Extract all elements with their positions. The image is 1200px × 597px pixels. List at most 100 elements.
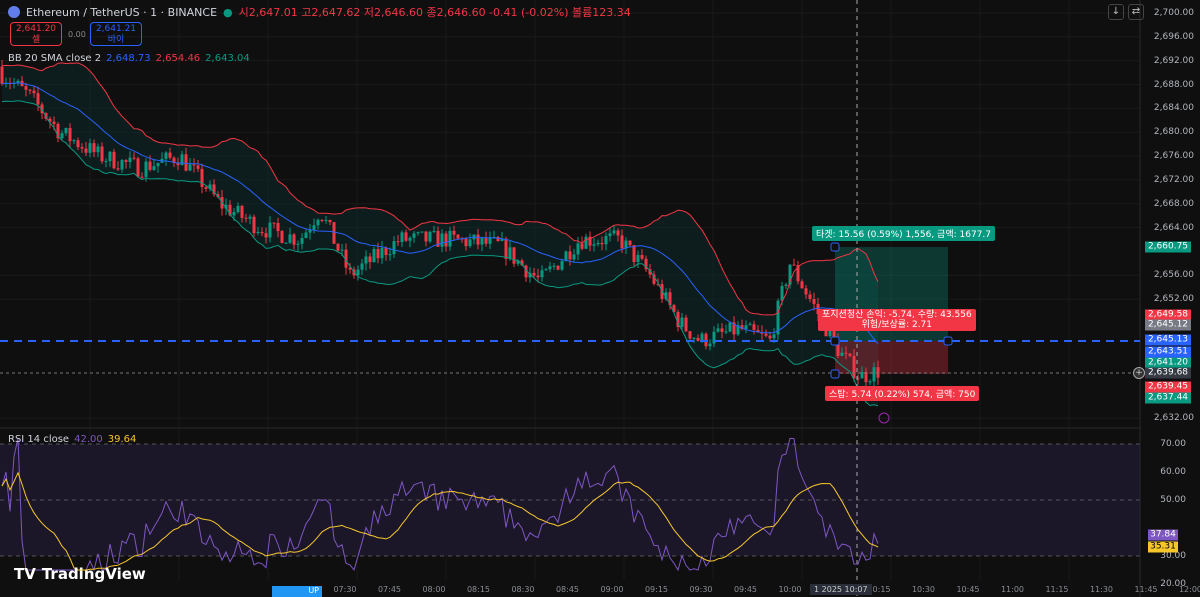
candle-body	[248, 216, 252, 219]
rsi-axis-label: 30.00	[1160, 551, 1186, 561]
candle-body	[196, 165, 200, 169]
position-handle	[830, 336, 840, 346]
add-alert-icon[interactable]: +	[1133, 367, 1145, 379]
candle-body	[864, 371, 868, 383]
candle-body	[152, 166, 156, 170]
pnl-line-1: 포지션청산 손익: -5.74, 수량: 43.556	[822, 310, 972, 320]
candle-body	[96, 146, 100, 153]
candle-body	[860, 371, 864, 379]
candle-body	[568, 251, 572, 260]
candle-body	[176, 163, 180, 166]
candle-body	[224, 204, 228, 209]
candle-body	[128, 157, 132, 163]
candle-body	[476, 234, 480, 245]
scroll-down-button[interactable]: ↓	[1108, 4, 1124, 20]
price-axis-label: 2,652.00	[1153, 294, 1194, 305]
candle-body	[628, 240, 632, 246]
candle-body	[580, 243, 584, 249]
candle-body	[304, 232, 308, 238]
candle-body	[736, 325, 740, 335]
candle-body	[536, 275, 540, 278]
candle-body	[636, 254, 640, 262]
candle-body	[320, 219, 324, 221]
candle-body	[188, 164, 192, 171]
candle-body	[700, 333, 704, 341]
candle-body	[236, 205, 240, 213]
candle-body	[392, 241, 396, 255]
candle-body	[716, 328, 720, 332]
candle-body	[620, 235, 624, 249]
candle-body	[324, 219, 328, 221]
bb-lower: 2,643.04	[205, 53, 250, 64]
rsi-axis-label: 60.00	[1160, 467, 1186, 477]
candle-body	[500, 238, 504, 242]
candle-body	[772, 334, 776, 339]
symbol-title[interactable]: Ethereum / TetherUS · 1 · BINANCE	[26, 5, 218, 19]
candle-body	[200, 168, 204, 188]
price-axis-label: 2,668.00	[1153, 198, 1194, 209]
uplink-badge[interactable]: UP	[272, 586, 322, 597]
candle-body	[672, 305, 676, 313]
candle-body	[696, 337, 700, 341]
price-axis-label: 2,656.00	[1153, 270, 1194, 281]
candle-body	[36, 93, 40, 105]
candle-body	[576, 243, 580, 255]
candle-body	[440, 233, 444, 247]
rsi-line	[1, 437, 879, 572]
candle-body	[380, 247, 384, 259]
price-axis-label: 2,684.00	[1153, 103, 1194, 114]
candle-body	[16, 80, 20, 83]
bb-fill	[2, 62, 878, 406]
candle-body	[396, 241, 400, 243]
sell-button[interactable]: 2,641.20 셀	[10, 22, 62, 46]
candle-body	[828, 328, 832, 337]
candle-body	[388, 254, 392, 256]
bb-legend[interactable]: BB 20 SMA close 2 2,648.73 2,654.46 2,64…	[8, 53, 250, 64]
candle-body	[48, 118, 52, 122]
candle-body	[120, 160, 124, 170]
candle-body	[572, 254, 576, 260]
time-axis-label: 09:00	[600, 585, 624, 594]
candle-body	[808, 294, 812, 300]
swap-button[interactable]: ⇄	[1128, 4, 1144, 20]
time-crosshair-label: 1 2025 10:07	[810, 584, 872, 595]
candle-body	[836, 338, 840, 356]
price-axis-label: 2,664.00	[1153, 222, 1194, 233]
candle-body	[708, 343, 712, 347]
candle-body	[496, 236, 500, 242]
price-tag: 2,639.68	[1145, 367, 1191, 379]
rsi-tag: 37.84	[1148, 529, 1178, 541]
buy-button[interactable]: 2,641.21 바이	[90, 22, 142, 46]
candle-body	[144, 161, 148, 177]
target-label[interactable]: 타겟: 15.56 (0.59%) 1,556, 금액: 1677.7	[812, 226, 995, 241]
candle-body	[456, 234, 460, 239]
candle-body	[788, 264, 792, 285]
candle-body	[276, 222, 280, 231]
candle-body	[448, 230, 452, 247]
candle-body	[256, 232, 260, 234]
candle-body	[424, 231, 428, 242]
candle-body	[504, 238, 508, 259]
candle-body	[740, 325, 744, 330]
candle-body	[332, 222, 336, 244]
time-axis-label: 09:30	[689, 585, 713, 594]
candle-body	[404, 232, 408, 241]
rsi-axis-label: 20.00	[1160, 579, 1186, 589]
rsi-legend[interactable]: RSI 14 close 42.00 39.64	[8, 434, 136, 445]
candle-body	[812, 299, 816, 304]
stop-label[interactable]: 스탑: 5.74 (0.22%) 574, 금액: 750	[825, 386, 980, 401]
candle-body	[680, 317, 684, 328]
candle-body	[784, 284, 788, 286]
price-tag: 2,645.12	[1145, 319, 1191, 331]
candle-body	[792, 264, 796, 266]
price-axis-label: 2,696.00	[1153, 31, 1194, 42]
bb-upper: 2,654.46	[155, 53, 201, 64]
candle-body	[212, 184, 216, 195]
candle-body	[640, 254, 644, 259]
pnl-label[interactable]: 포지션청산 손익: -5.74, 수량: 43.556 위험/보상률: 2.71	[818, 309, 976, 331]
price-tag: 2,649.58	[1145, 309, 1191, 321]
candle-body	[604, 236, 608, 245]
candle-body	[140, 176, 144, 178]
candle-body	[180, 154, 184, 166]
